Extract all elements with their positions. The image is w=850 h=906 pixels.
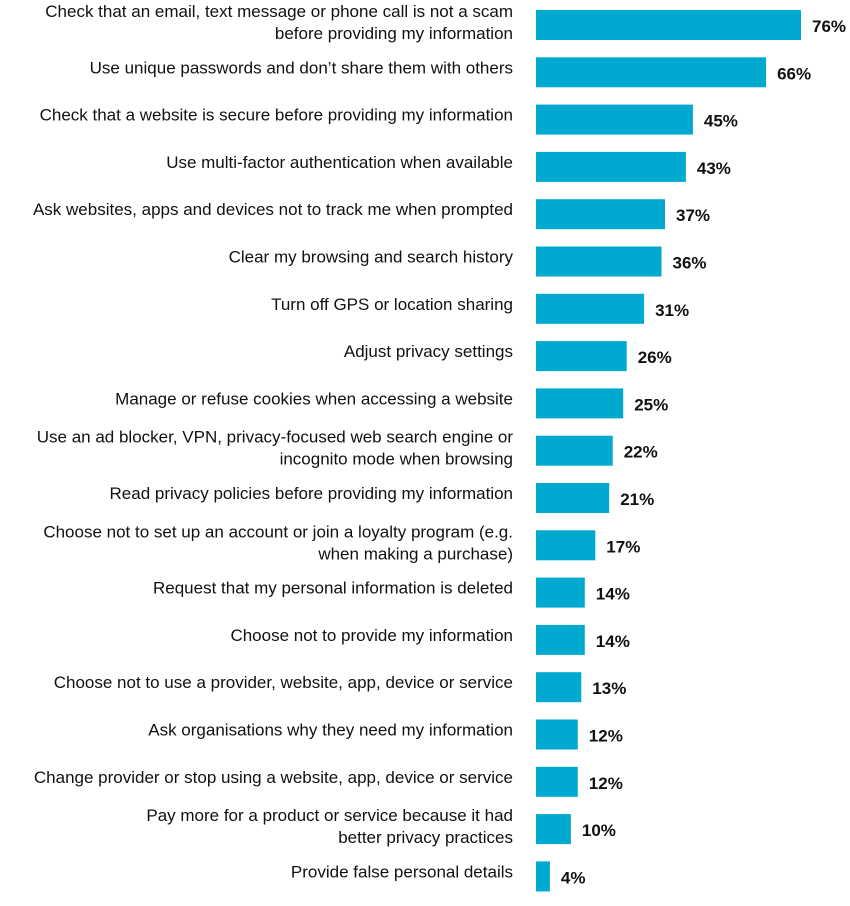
value-label-11: 21% xyxy=(620,490,654,509)
category-label-5: Ask websites, apps and devices not to tr… xyxy=(33,200,513,219)
category-label-line: Check that an email, text message or pho… xyxy=(45,2,513,21)
bar-13 xyxy=(536,577,585,608)
category-label-line: Turn off GPS or location sharing xyxy=(271,295,513,314)
category-label-18: Pay more for a product or service becaus… xyxy=(146,806,513,847)
bar-17 xyxy=(536,766,578,797)
value-label-2: 66% xyxy=(777,64,811,83)
value-label-6: 36% xyxy=(673,254,707,273)
category-label-16: Ask organisations why they need my infor… xyxy=(148,721,513,740)
category-label-line: Choose not to provide my information xyxy=(230,626,513,645)
category-label-3: Check that a website is secure before pr… xyxy=(40,106,513,125)
bar-3 xyxy=(536,104,693,135)
value-label-8: 26% xyxy=(638,348,672,367)
category-label-9: Manage or refuse cookies when accessing … xyxy=(115,389,513,408)
bar-7 xyxy=(536,293,645,324)
category-label-line: Choose not to use a provider, website, a… xyxy=(54,673,513,692)
category-label-line: Pay more for a product or service becaus… xyxy=(146,806,513,825)
category-label-line: Provide false personal details xyxy=(291,862,513,881)
category-label-4: Use multi-factor authentication when ava… xyxy=(166,153,513,172)
category-label-line: Adjust privacy settings xyxy=(344,342,513,361)
value-label-3: 45% xyxy=(704,112,738,131)
category-label-14: Choose not to provide my information xyxy=(230,626,513,645)
bar-8 xyxy=(536,341,627,372)
category-label-line: Manage or refuse cookies when accessing … xyxy=(115,389,513,408)
category-label-line: Request that my personal information is … xyxy=(153,579,513,598)
category-labels-layer: Check that an email, text message or pho… xyxy=(33,2,514,881)
bar-2 xyxy=(536,57,767,88)
category-label-line: incognito mode when browsing xyxy=(280,450,513,469)
bar-6 xyxy=(536,246,662,277)
category-label-13: Request that my personal information is … xyxy=(153,579,513,598)
category-label-19: Provide false personal details xyxy=(291,862,513,881)
bar-1 xyxy=(536,10,801,40)
value-labels-layer: 76% 66% 45% 43% 37% 36% 31% 26% 25% 22% 21% 17% 14% 1… xyxy=(561,17,846,887)
category-label-line: Change provider or stop using a website,… xyxy=(34,768,513,787)
bar-11 xyxy=(536,483,610,513)
category-label-line: Read privacy policies before providing m… xyxy=(110,484,513,503)
value-label-10: 22% xyxy=(624,443,658,462)
value-label-12: 17% xyxy=(606,537,640,556)
bar-9 xyxy=(536,388,624,419)
bar-5 xyxy=(536,199,665,230)
value-label-16: 12% xyxy=(589,727,623,746)
category-label-11: Read privacy policies before providing m… xyxy=(110,484,513,503)
category-label-7: Turn off GPS or location sharing xyxy=(271,295,513,314)
value-label-5: 37% xyxy=(676,206,710,225)
bar-15 xyxy=(536,672,582,703)
bar-10 xyxy=(536,435,613,466)
category-label-line: Use multi-factor authentication when ava… xyxy=(166,153,513,172)
category-label-line: Ask organisations why they need my infor… xyxy=(148,721,513,740)
category-label-17: Change provider or stop using a website,… xyxy=(34,768,513,787)
category-label-8: Adjust privacy settings xyxy=(344,342,513,361)
bar-16 xyxy=(536,719,578,750)
category-label-line: Use unique passwords and don’t share the… xyxy=(90,58,513,77)
value-label-18: 10% xyxy=(582,821,616,840)
bar-19 xyxy=(536,861,550,892)
category-label-12: Choose not to set up an account or join … xyxy=(43,522,513,563)
value-label-9: 25% xyxy=(634,395,668,414)
category-label-15: Choose not to use a provider, website, a… xyxy=(54,673,513,692)
bars-layer xyxy=(536,10,801,892)
category-label-line: when making a purchase) xyxy=(317,544,513,563)
bar-14 xyxy=(536,624,585,655)
category-label-line: Ask websites, apps and devices not to tr… xyxy=(33,200,513,219)
category-label-line: Clear my browsing and search history xyxy=(229,248,514,267)
value-label-13: 14% xyxy=(596,585,630,604)
value-label-7: 31% xyxy=(655,301,689,320)
category-label-line: Use an ad blocker, VPN, privacy-focused … xyxy=(37,428,514,447)
bar-18 xyxy=(536,814,571,845)
category-label-line: better privacy practices xyxy=(338,828,513,847)
value-label-1: 76% xyxy=(812,17,846,36)
category-label-line: Choose not to set up an account or join … xyxy=(43,522,513,541)
category-label-6: Clear my browsing and search history xyxy=(229,248,514,267)
category-label-2: Use unique passwords and don’t share the… xyxy=(90,58,513,77)
category-label-1: Check that an email, text message or pho… xyxy=(45,2,513,43)
bar-12 xyxy=(536,530,596,561)
value-label-4: 43% xyxy=(697,159,731,178)
value-label-19: 4% xyxy=(561,868,586,887)
category-label-line: Check that a website is secure before pr… xyxy=(40,106,513,125)
category-label-10: Use an ad blocker, VPN, privacy-focused … xyxy=(37,428,514,469)
value-label-17: 12% xyxy=(589,774,623,793)
value-label-15: 13% xyxy=(592,679,626,698)
value-label-14: 14% xyxy=(596,632,630,651)
category-label-line: before providing my information xyxy=(275,24,513,43)
bar-4 xyxy=(536,151,686,182)
